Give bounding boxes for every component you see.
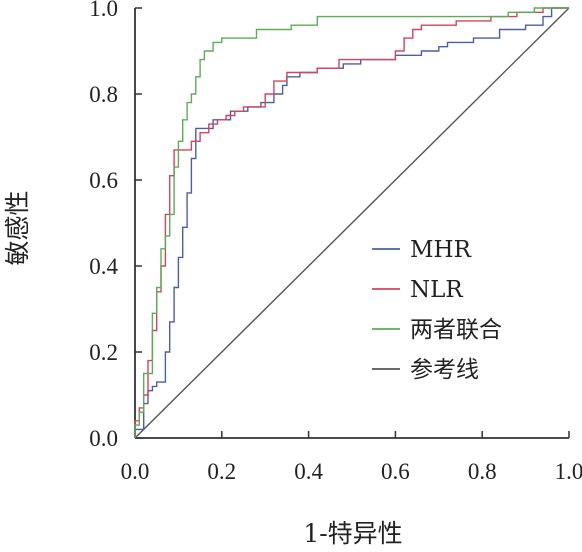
- x-tick-label: 0.6: [381, 459, 410, 484]
- y-tick-label: 1.0: [89, 0, 118, 21]
- y-tick-label: 0.4: [89, 254, 118, 279]
- legend-label: 参考线: [410, 357, 479, 383]
- legend-label: 两者联合: [410, 317, 502, 343]
- y-tick-label: 0.8: [89, 82, 118, 107]
- series-line-2: [134, 7, 569, 438]
- y-axis-title: 敏感性: [3, 190, 32, 265]
- series-line-1: [134, 7, 569, 438]
- axis-ticks: 0.0 0.2 0.4 0.6 0.8 1.0 0.0 0.2 0.4 0.6 0.8 1.0: [89, 0, 582, 484]
- series-lines: [134, 7, 570, 439]
- x-tick-label: 0.4: [294, 459, 323, 484]
- y-tick-label: 0.0: [89, 426, 118, 451]
- x-tick-label: 1.0: [555, 459, 582, 484]
- x-tick-label: 0.0: [121, 459, 150, 484]
- y-tick-label: 0.6: [89, 168, 118, 193]
- series-line-0: [134, 7, 569, 438]
- legend-label: NLR: [410, 277, 463, 303]
- x-tick-label: 0.2: [207, 459, 236, 484]
- x-axis-title: 1-特异性: [303, 519, 402, 548]
- x-tick-label: 0.8: [468, 459, 497, 484]
- series-line-3: [134, 7, 570, 439]
- legend-label: MHR: [410, 237, 472, 263]
- y-tick-label: 0.2: [89, 340, 118, 365]
